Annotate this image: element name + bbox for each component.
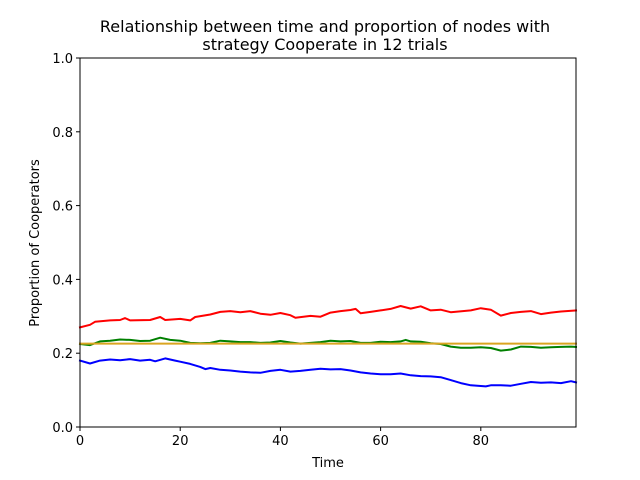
series-line-1	[78, 305, 578, 329]
y-tick-label-0.8: 0.8	[52, 126, 73, 141]
chart-title-line-2: strategy Cooperate in 12 trials	[202, 35, 447, 54]
y-tick-label-0.6: 0.6	[52, 200, 73, 215]
x-tick-label-60: 60	[372, 434, 389, 449]
y-tick-label-0.0: 0.0	[52, 421, 73, 436]
plot-frame	[79, 57, 577, 428]
x-axis-label: Time	[311, 456, 344, 471]
y-tick-label-0.4: 0.4	[52, 273, 73, 288]
y-tick-label-0.2: 0.2	[52, 347, 73, 362]
x-tick-label-80: 80	[473, 434, 490, 449]
x-tick-label-0: 0	[76, 434, 84, 449]
series-line-2	[78, 336, 578, 352]
chart-title-line-1: Relationship between time and proportion…	[100, 17, 550, 36]
y-axis-label: Proportion of Cooperators	[28, 159, 43, 327]
x-tick-label-40: 40	[272, 434, 289, 449]
y-tick-label-1.0: 1.0	[52, 52, 73, 67]
series-line-4	[78, 357, 578, 388]
x-tick-label-20: 20	[172, 434, 189, 449]
plot-area: 0 20 40 60 80 0.0 0.2 0.4 0.6 0.8 1.0	[52, 52, 578, 449]
